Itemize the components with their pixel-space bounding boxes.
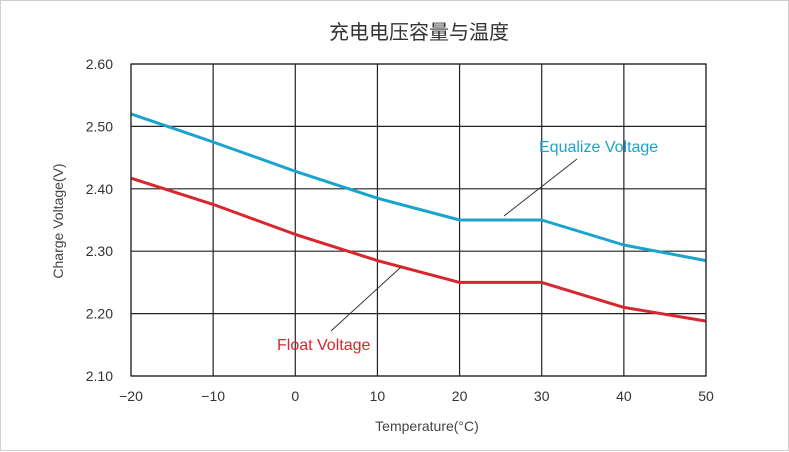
float-voltage-label: Float Voltage bbox=[277, 337, 371, 354]
y-tick-label: 2.40 bbox=[86, 181, 113, 197]
y-axis-title: Charge Voltage(V) bbox=[50, 163, 66, 278]
float-leader-line bbox=[330, 266, 402, 332]
x-tick-label: −20 bbox=[119, 388, 143, 404]
equalize-leader-line bbox=[503, 158, 578, 217]
equalize-voltage-line bbox=[130, 112, 707, 263]
y-tick-label: 2.20 bbox=[86, 306, 113, 322]
x-axis-title: Temperature(°C) bbox=[375, 418, 479, 434]
x-tick-label: 0 bbox=[291, 388, 299, 404]
x-tick-label: −10 bbox=[201, 388, 225, 404]
chart-title: 充电电压容量与温度 bbox=[329, 20, 509, 44]
plot-border bbox=[130, 63, 707, 377]
x-tick-label: 10 bbox=[370, 388, 386, 404]
float-voltage-line bbox=[130, 176, 707, 323]
series-lines bbox=[130, 112, 707, 323]
x-tick-label: 50 bbox=[698, 388, 714, 404]
equalize-voltage-label: Equalize Voltage bbox=[539, 139, 658, 156]
y-tick-label: 2.30 bbox=[86, 243, 113, 259]
x-axis-ticks: −20 −10 0 10 20 30 40 50 bbox=[119, 388, 714, 404]
y-axis-ticks: 2.10 2.20 2.30 2.40 2.50 2.60 bbox=[86, 56, 113, 384]
x-tick-label: 20 bbox=[452, 388, 468, 404]
y-tick-label: 2.10 bbox=[86, 368, 113, 384]
y-tick-label: 2.60 bbox=[86, 56, 113, 72]
annotation-leaders bbox=[330, 158, 578, 332]
y-tick-label: 2.50 bbox=[86, 118, 113, 134]
grid bbox=[130, 63, 707, 377]
x-tick-label: 30 bbox=[534, 388, 550, 404]
x-tick-label: 40 bbox=[616, 388, 632, 404]
